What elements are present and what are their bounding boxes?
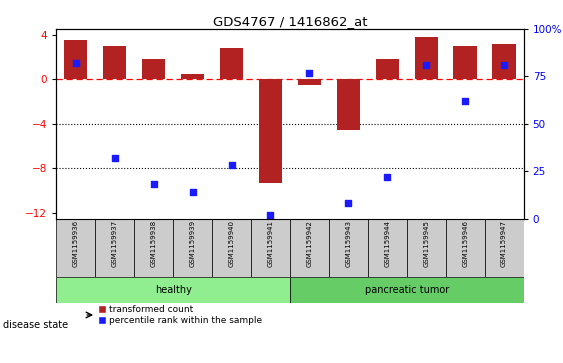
Text: GSM1159944: GSM1159944	[385, 220, 390, 267]
Bar	[259, 79, 282, 183]
Point	[72, 60, 81, 66]
Text: GSM1159947: GSM1159947	[501, 220, 507, 267]
Bar	[454, 46, 477, 79]
Text: healthy: healthy	[155, 285, 191, 295]
Text: GSM1159941: GSM1159941	[267, 220, 274, 267]
Text: GSM1159943: GSM1159943	[345, 220, 351, 267]
Bar	[95, 219, 134, 277]
Bar	[181, 74, 204, 79]
Text: GSM1159937: GSM1159937	[111, 220, 118, 268]
Text: pancreatic tumor: pancreatic tumor	[365, 285, 449, 295]
Bar	[290, 277, 524, 303]
Point	[149, 182, 158, 187]
Point	[344, 200, 353, 206]
Bar	[493, 44, 516, 79]
Point	[110, 155, 119, 161]
Bar	[134, 219, 173, 277]
Bar	[212, 219, 251, 277]
Bar	[173, 219, 212, 277]
Text: GSM1159940: GSM1159940	[229, 220, 235, 267]
Bar	[290, 219, 329, 277]
Point	[461, 98, 470, 104]
Point	[499, 62, 508, 68]
Point	[383, 174, 392, 180]
Text: GSM1159938: GSM1159938	[151, 220, 157, 268]
Bar	[251, 219, 290, 277]
Bar	[446, 219, 485, 277]
Bar	[103, 46, 126, 79]
Text: GSM1159946: GSM1159946	[462, 220, 468, 267]
Bar	[329, 219, 368, 277]
Legend: transformed count, percentile rank within the sample: transformed count, percentile rank withi…	[98, 305, 262, 325]
Point	[266, 212, 275, 218]
Text: GSM1159945: GSM1159945	[423, 220, 429, 267]
Bar	[485, 219, 524, 277]
Text: GSM1159939: GSM1159939	[190, 220, 195, 268]
Point	[188, 189, 197, 195]
Bar	[376, 59, 399, 79]
Bar	[56, 219, 95, 277]
Title: GDS4767 / 1416862_at: GDS4767 / 1416862_at	[213, 15, 367, 28]
Text: disease state: disease state	[3, 320, 68, 330]
Text: GSM1159942: GSM1159942	[306, 220, 312, 267]
Point	[422, 62, 431, 68]
Text: GSM1159936: GSM1159936	[73, 220, 79, 268]
Bar	[414, 37, 438, 79]
Bar	[298, 79, 321, 85]
Bar	[406, 219, 446, 277]
Bar	[220, 48, 243, 79]
Point	[227, 163, 236, 168]
Bar	[56, 277, 290, 303]
Bar	[64, 40, 87, 79]
Bar	[337, 79, 360, 130]
Bar	[142, 59, 166, 79]
Point	[305, 70, 314, 76]
Bar	[368, 219, 406, 277]
